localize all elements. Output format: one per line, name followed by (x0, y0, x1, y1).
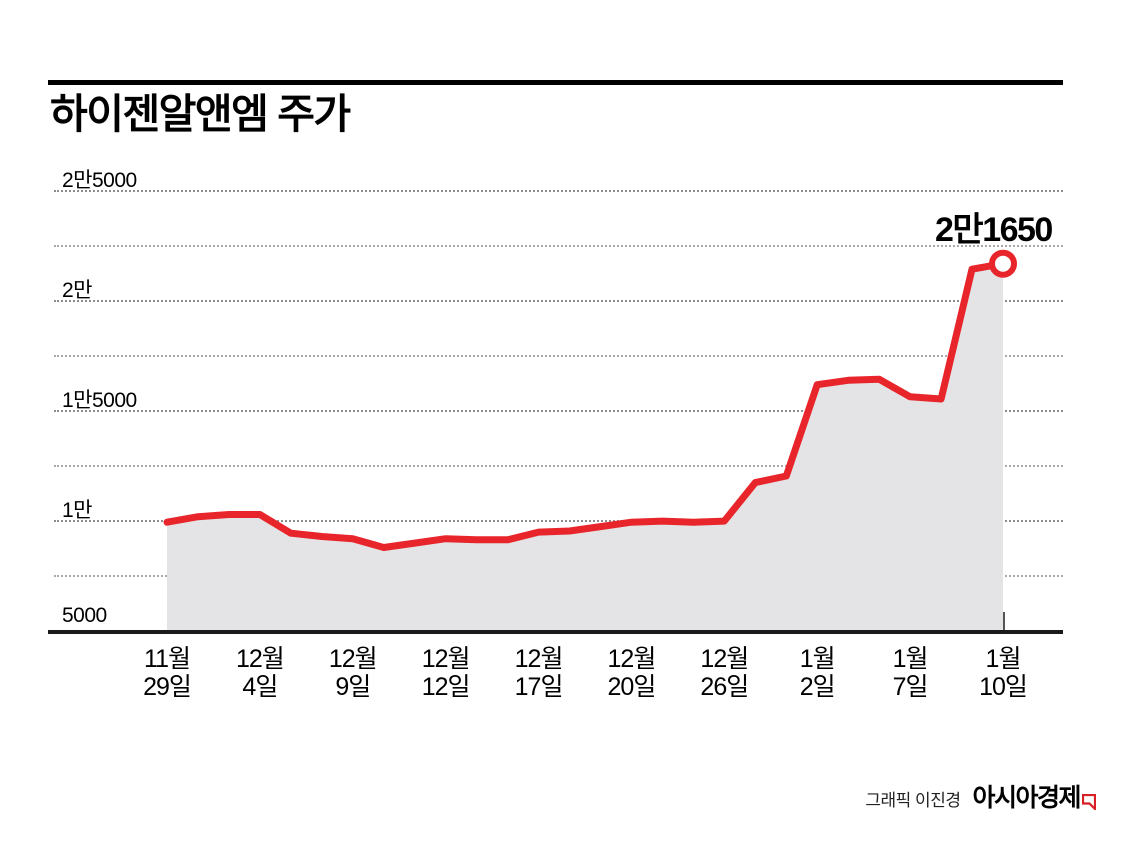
y-axis-tick-label: 1만5000 (62, 389, 137, 412)
brand-logo-text: 아시아경제 (972, 784, 1081, 812)
x-axis-tick-label: 12월 4일 (205, 645, 315, 701)
x-label-month: 1월 (799, 645, 836, 673)
x-axis-tick-label: 1월 2일 (762, 645, 872, 701)
x-label-month: 1월 (892, 645, 929, 673)
gridline-minor (54, 575, 1063, 577)
x-label-month: 12월 (235, 645, 285, 673)
x-label-day: 10일 (979, 673, 1028, 701)
x-axis-tick (817, 612, 820, 630)
x-axis-tick (910, 612, 913, 630)
x-axis-tick-label: 12월 17일 (484, 645, 594, 701)
credit-block: 그래픽 이진경 아시아경제 (865, 778, 1096, 814)
x-axis-tick-label: 1월 10일 (948, 645, 1058, 701)
x-label-month: 12월 (607, 645, 657, 673)
x-label-day: 12일 (421, 673, 471, 701)
last-value-label: 2만1650 (935, 210, 1053, 249)
x-label-month: 12월 (514, 645, 564, 673)
x-axis-line (48, 630, 1063, 634)
x-label-day: 7일 (892, 673, 929, 701)
brand-logo: 아시아경제 (972, 778, 1096, 814)
gridline-major (54, 520, 1063, 522)
page-title: 하이젠알앤엠 주가 (50, 91, 351, 137)
x-axis-tick (445, 612, 448, 630)
gridline-minor (54, 465, 1063, 467)
x-axis-tick (352, 612, 355, 630)
x-label-month: 11월 (144, 645, 191, 673)
x-label-day: 9일 (335, 673, 371, 701)
last-point-marker (989, 249, 1017, 278)
x-axis-tick-label: 12월 12일 (391, 645, 501, 701)
x-axis-tick-label: 12월 26일 (669, 645, 779, 701)
x-label-day: 17일 (514, 673, 564, 701)
y-axis-tick-label: 5000 (62, 604, 107, 627)
y-axis-tick-label: 1만 (62, 499, 93, 522)
x-axis-tick (1003, 612, 1005, 630)
x-axis-tick (259, 612, 262, 630)
y-axis-tick-label: 2만 (62, 279, 93, 302)
x-axis-tick-label: 1월 7일 (855, 645, 965, 701)
x-label-day: 4일 (242, 673, 278, 701)
gridline-minor (54, 355, 1063, 357)
x-axis-tick (538, 612, 541, 630)
title-rule (48, 80, 1063, 85)
y-axis-tick-label: 2만5000 (62, 169, 137, 192)
x-label-day: 20일 (607, 673, 657, 701)
x-axis-tick (724, 612, 727, 630)
x-axis-tick-label: 11월 29일 (112, 645, 222, 701)
x-label-month: 12월 (421, 645, 471, 673)
price-line (163, 260, 1007, 551)
x-axis-tick (631, 612, 634, 630)
x-label-month: 12월 (328, 645, 378, 673)
x-label-day: 29일 (143, 673, 192, 701)
x-label-day: 2일 (799, 673, 836, 701)
x-axis-tick-label: 12월 20일 (576, 645, 686, 701)
gridline-major (54, 190, 1063, 192)
gridline-major (54, 300, 1063, 302)
x-label-month: 12월 (700, 645, 749, 673)
x-label-day: 26일 (700, 673, 749, 701)
credit-graphic-text: 그래픽 이진경 (865, 791, 961, 810)
x-label-month: 1월 (985, 645, 1022, 673)
gridline-minor (54, 245, 1063, 247)
x-axis-tick-label: 12월 9일 (298, 645, 408, 701)
gridline-major (54, 410, 1063, 412)
x-axis-tick (167, 612, 169, 630)
